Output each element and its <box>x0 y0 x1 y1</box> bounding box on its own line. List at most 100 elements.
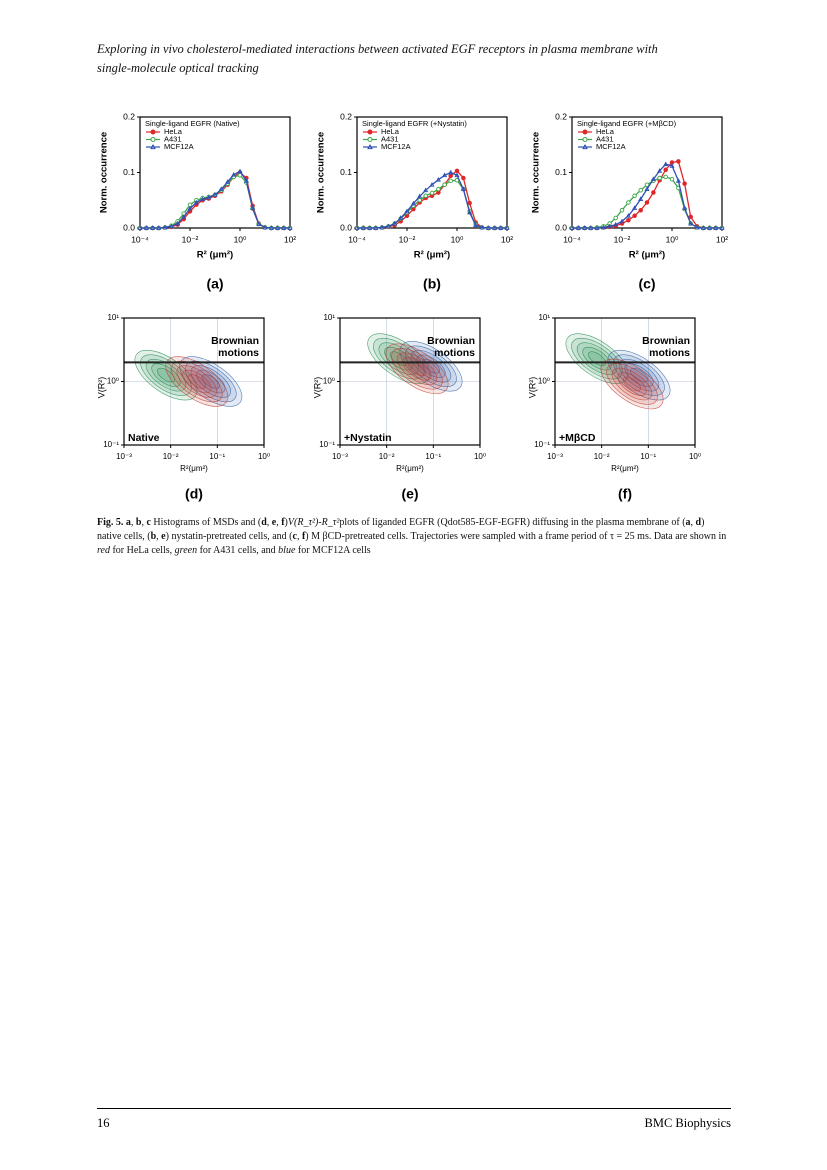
footer-rule <box>97 1108 731 1109</box>
data-point <box>694 224 700 230</box>
data-point <box>417 193 423 199</box>
annotation: motions <box>649 347 690 359</box>
x-tick-label: 10⁰ <box>689 452 701 461</box>
x-tick-label: 10⁻³ <box>116 452 132 461</box>
y-tick-label: 0.2 <box>555 111 567 121</box>
data-point <box>676 159 681 164</box>
x-tick-label: 10⁻² <box>163 452 179 461</box>
x-tick-label: 10⁰ <box>666 234 679 244</box>
y-tick-label: 10⁰ <box>323 377 335 386</box>
caption-segment: d <box>261 517 267 528</box>
caption-segment: , <box>276 517 282 528</box>
data-point <box>669 176 675 182</box>
data-point <box>137 225 143 230</box>
y-tick-label: 10⁻¹ <box>319 440 335 449</box>
data-point <box>150 225 156 230</box>
data-point <box>626 200 631 205</box>
data-point <box>461 175 466 181</box>
data-point <box>600 224 606 230</box>
legend-label: HeLa <box>381 127 400 136</box>
data-point <box>423 187 429 193</box>
density-contour <box>582 346 612 371</box>
density-contour <box>600 358 664 410</box>
series-line <box>357 179 507 229</box>
data-point <box>651 190 656 195</box>
data-point <box>638 188 643 193</box>
annotation: motions <box>434 347 475 359</box>
y-axis-label: Norm. occurrence <box>531 132 542 213</box>
caption-segment: e <box>161 531 166 542</box>
data-point <box>448 169 454 175</box>
x-axis-label: R²(μm²) <box>611 464 639 473</box>
data-point <box>460 186 466 192</box>
data-point <box>379 224 385 230</box>
x-tick-label: 10⁻³ <box>332 452 348 461</box>
series-line <box>140 171 290 229</box>
data-point <box>682 181 687 186</box>
density-contour <box>623 376 641 392</box>
data-point <box>423 193 428 199</box>
data-point <box>479 224 485 230</box>
legend-marker <box>150 129 156 135</box>
panel-label: (d) <box>185 486 203 502</box>
series-line <box>140 174 290 229</box>
y-tick-label: 0.0 <box>340 222 352 232</box>
density-contour <box>396 352 438 386</box>
data-point <box>485 225 491 230</box>
caption-segment: blue <box>278 545 296 556</box>
density-contour <box>617 372 647 396</box>
caption-segment: Histograms of MSDs and ( <box>150 517 262 528</box>
data-point <box>657 175 662 181</box>
data-point <box>607 223 613 229</box>
data-point <box>442 182 447 187</box>
data-point <box>707 225 713 230</box>
panel-label: (a) <box>206 276 223 292</box>
data-point <box>582 225 588 230</box>
x-tick-label: 10⁻¹ <box>209 452 225 461</box>
x-tick-label: 10⁻² <box>614 234 631 244</box>
data-point <box>360 225 366 230</box>
data-point <box>669 163 675 168</box>
data-point <box>626 217 631 223</box>
data-point <box>281 225 287 230</box>
y-axis-label: V(R²) <box>96 377 106 399</box>
legend-title: Single-ligand EGFR (+Nystatin) <box>362 119 467 128</box>
series-line <box>357 169 507 229</box>
caption-segment: b <box>135 517 142 528</box>
caption-segment: a <box>125 517 131 528</box>
annotation: motions <box>218 347 259 359</box>
caption-segment: a <box>685 517 691 528</box>
y-tick-label: 10⁰ <box>538 377 550 386</box>
plot-frame <box>339 317 481 446</box>
condition-label: +Nystatin <box>344 432 392 444</box>
data-point <box>175 220 181 226</box>
caption-segment: red <box>97 545 110 556</box>
caption-segment: for MCF12A cells <box>295 545 371 556</box>
caption-segment: , <box>296 531 302 542</box>
data-point <box>632 205 638 210</box>
x-tick-label: 10⁻¹ <box>425 452 441 461</box>
caption-segment: d <box>695 517 702 528</box>
x-tick-label: 10⁰ <box>234 234 247 244</box>
caption-segment: , <box>266 517 272 528</box>
density-contour <box>176 365 217 398</box>
density-contour <box>187 374 206 389</box>
y-tick-label: 0.2 <box>123 111 135 121</box>
x-tick-label: 10⁻³ <box>547 452 563 461</box>
density-contour <box>630 367 648 383</box>
data-point <box>467 200 472 206</box>
legend-marker <box>367 129 373 135</box>
y-tick-label: 0.2 <box>340 111 352 121</box>
density-contour <box>576 342 618 375</box>
data-point <box>644 186 650 192</box>
legend-marker <box>367 143 373 150</box>
data-point <box>594 225 600 230</box>
caption-segment: e <box>271 517 277 528</box>
caption-segment: c <box>292 531 297 542</box>
data-point <box>398 215 404 220</box>
y-tick-label: 10⁻¹ <box>534 440 550 449</box>
caption-segment: , <box>156 531 162 542</box>
series-line <box>140 170 290 229</box>
annotation: Brownian <box>642 335 690 347</box>
